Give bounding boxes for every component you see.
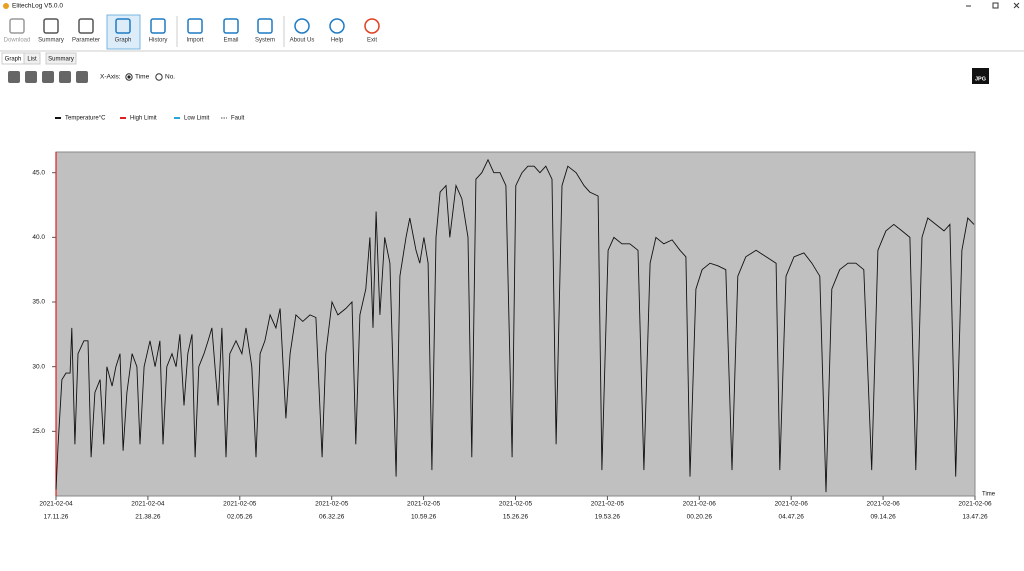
graph-tool-button[interactable] — [25, 71, 37, 83]
button-label: System — [255, 38, 275, 44]
radio-dot — [127, 75, 131, 79]
button-label: Help — [331, 38, 344, 44]
graph-tool-button[interactable] — [76, 71, 88, 83]
y-tick-label: 35.0 — [32, 299, 45, 306]
button-label: Download — [4, 38, 31, 44]
x-axis-label: X-Axis: — [100, 74, 121, 81]
graph-tool-button[interactable] — [8, 71, 20, 83]
legend-label: Low Limit — [184, 116, 210, 122]
button-icon — [364, 18, 380, 34]
x-tick-label: 2021-02-06 — [683, 501, 717, 508]
radio[interactable] — [155, 73, 163, 81]
x-tick-label: 06.32.26 — [319, 514, 345, 521]
tab-label: List — [27, 57, 37, 63]
tab-label: Graph — [5, 57, 22, 63]
toolbar-button[interactable]: About Us — [290, 18, 315, 44]
export-button[interactable] — [972, 68, 989, 84]
y-tick-label: 40.0 — [32, 234, 45, 241]
graph-tool-button[interactable] — [59, 71, 71, 83]
toolbar-button[interactable]: Summary — [38, 18, 64, 44]
button-label: About Us — [290, 38, 315, 44]
legend-label: High Limit — [130, 116, 157, 122]
x-tick-label: 2021-02-06 — [775, 501, 809, 508]
toolbar-button[interactable]: Email — [223, 18, 239, 44]
button-icon — [329, 18, 345, 34]
export-label: JPG — [975, 76, 986, 82]
x-tick-label: 10.59.26 — [411, 514, 437, 521]
x-tick-label: 13.47.26 — [962, 514, 988, 521]
x-axis-title: Time — [982, 492, 996, 498]
button-label: Graph — [115, 38, 132, 44]
graph-tool-button[interactable] — [42, 71, 54, 83]
app-icon — [3, 3, 9, 9]
y-tick-label: 45.0 — [32, 169, 45, 176]
button-icon — [150, 18, 166, 34]
window-controls — [966, 2, 1020, 9]
toolbar-button[interactable]: System — [255, 18, 275, 44]
button-icon — [223, 18, 239, 34]
button-icon — [257, 18, 273, 34]
x-tick-label: 21.38.26 — [135, 514, 161, 521]
x-tick-label: 2021-02-05 — [315, 501, 349, 508]
button-label: Summary — [38, 38, 64, 44]
toolbar-button[interactable]: Help — [329, 18, 345, 44]
tabs: Graph List Summary — [1, 52, 77, 65]
button-icon — [43, 18, 59, 34]
y-tick-label: 25.0 — [32, 428, 45, 435]
x-tick-label: 02.05.26 — [227, 514, 253, 521]
x-tick-label: 17.11.26 — [44, 514, 69, 521]
button-icon — [9, 18, 25, 34]
radio-label: No. — [165, 74, 175, 81]
tab[interactable] — [45, 52, 77, 65]
x-tick-label: 2021-02-05 — [407, 501, 441, 508]
maximize[interactable] — [992, 2, 999, 9]
tab[interactable] — [23, 52, 41, 65]
legend-label: Fault — [231, 116, 245, 122]
x-tick-label: 04.47.26 — [779, 514, 805, 521]
x-tick-label: 2021-02-05 — [223, 501, 257, 508]
x-tick-label: 2021-02-06 — [958, 501, 992, 508]
toolbar-button[interactable]: Import — [186, 18, 204, 44]
x-tick-label: 2021-02-05 — [499, 501, 533, 508]
toolbar-button[interactable]: Parameter — [72, 18, 100, 44]
button-icon — [115, 18, 131, 34]
temperature-line — [55, 158, 975, 493]
toolbar: Download Summary Parameter Graph History Impo… — [4, 14, 380, 50]
legend-label: Temperature°C — [65, 116, 106, 122]
window-title: ElitechLog V5.0.0 — [12, 3, 63, 10]
x-tick-label: 19.53.26 — [595, 514, 621, 521]
x-tick-label: 09.14.26 — [870, 514, 896, 521]
x-tick-label: 00.20.26 — [687, 514, 713, 521]
close[interactable] — [1013, 2, 1020, 9]
x-tick-label: 2021-02-04 — [39, 501, 73, 508]
toolbar-button[interactable]: Graph — [106, 14, 141, 50]
button-label: Parameter — [72, 38, 100, 44]
button-icon — [78, 18, 94, 34]
x-tick-label: 15.26.26 — [503, 514, 529, 521]
button-label: Email — [223, 38, 238, 44]
x-tick-label: 2021-02-04 — [131, 501, 165, 508]
button-label: Exit — [367, 38, 377, 44]
selected-highlight — [106, 14, 141, 50]
toolbar-button[interactable]: Download — [4, 18, 31, 44]
button-label: History — [149, 38, 168, 44]
button-icon — [294, 18, 310, 34]
x-tick-label: 2021-02-06 — [866, 501, 900, 508]
x-tick-label: 2021-02-05 — [591, 501, 625, 508]
button-label: Import — [186, 38, 203, 44]
toolbar-button[interactable]: Exit — [364, 18, 380, 44]
radio-label: Time — [135, 74, 150, 81]
tab-label: Summary — [48, 57, 74, 63]
chart: Temperature°C High Limit Low Limit Fault 25.… — [32, 116, 995, 521]
graph-controls: X-Axis: Time No. JPG — [8, 68, 989, 84]
toolbar-button[interactable]: History — [149, 18, 168, 44]
y-tick-label: 30.0 — [32, 363, 45, 370]
button-icon — [187, 18, 203, 34]
